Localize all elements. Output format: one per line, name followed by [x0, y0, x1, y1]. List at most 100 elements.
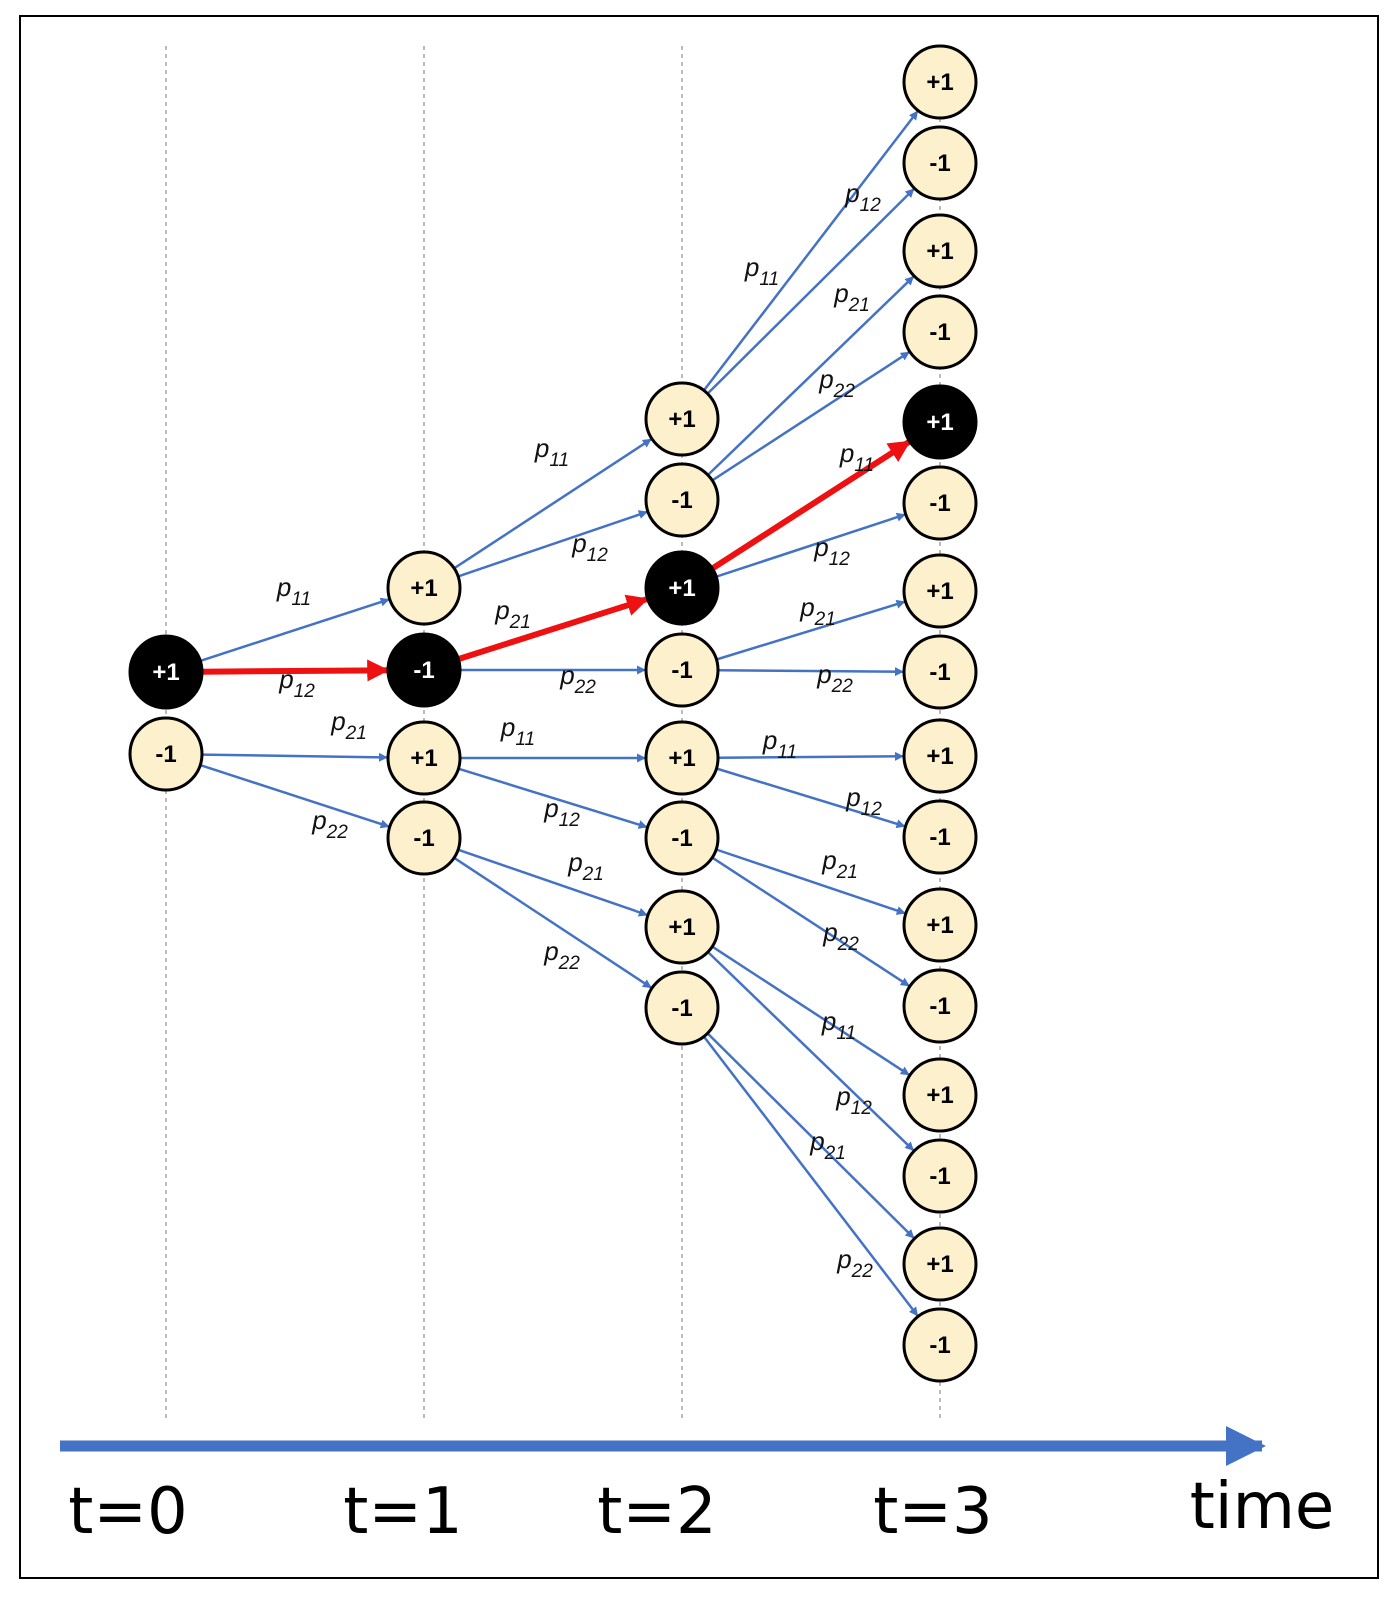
state-nodes: +1 -1 +1 -1 +1 -1 +1 -1 +1 -1 +1 -1 +1 -1 +1 -1 +1 -1 +1 -1…: [130, 46, 976, 1381]
probability-label-p12: p12: [835, 1081, 872, 1119]
state-node-t3_j: -1: [904, 801, 976, 873]
state-value: +1: [926, 912, 953, 939]
transition-edge-t2_a-t3_b: [708, 189, 914, 394]
probability-label-p22: p22: [816, 659, 853, 697]
state-value: +1: [926, 578, 953, 605]
state-value: -1: [929, 1332, 950, 1359]
probability-label-p22: p22: [822, 917, 859, 955]
probability-label-p12: p12: [571, 528, 608, 566]
diagram-frame: [20, 16, 1378, 1578]
probability-label-p11: p11: [534, 433, 569, 471]
state-node-highlighted-t0_a: +1: [130, 636, 202, 708]
state-node-t3_n: -1: [904, 1140, 976, 1212]
transition-edge-t2_d-t3_h: [718, 670, 903, 671]
state-value: +1: [668, 745, 695, 772]
probability-label-p21: p21: [494, 595, 531, 633]
state-node-t0_b: -1: [130, 718, 202, 790]
transition-edge-t2_h-t3_p: [704, 1037, 918, 1316]
probability-label-p11: p11: [839, 438, 874, 476]
state-value: +1: [926, 743, 953, 770]
probability-label-p11: p11: [821, 1006, 856, 1044]
state-value: -1: [929, 993, 950, 1020]
state-value: -1: [929, 319, 950, 346]
state-value: +1: [410, 745, 437, 772]
state-value: -1: [929, 490, 950, 517]
state-value: -1: [671, 825, 692, 852]
probability-label-p21: p21: [833, 278, 870, 316]
state-value: +1: [410, 575, 437, 602]
state-node-t3_l: -1: [904, 970, 976, 1042]
state-node-t3_h: -1: [904, 636, 976, 708]
state-value: +1: [926, 1082, 953, 1109]
state-node-t3_c: +1: [904, 215, 976, 287]
state-value: -1: [929, 1163, 950, 1190]
state-node-t2_f: -1: [646, 802, 718, 874]
transition-edge-t1_d-t2_h: [454, 858, 651, 988]
state-node-t1_c: +1: [388, 722, 460, 794]
probability-label-p22: p22: [818, 364, 855, 402]
state-value: +1: [926, 1251, 953, 1278]
state-value: +1: [926, 69, 953, 96]
state-node-highlighted-t2_c: +1: [646, 552, 718, 624]
transition-edge-t2_g-t3_n: [708, 952, 914, 1150]
state-value: +1: [668, 406, 695, 433]
state-value: -1: [413, 825, 434, 852]
probability-label-p21: p21: [821, 845, 858, 883]
state-value: +1: [152, 659, 179, 686]
state-node-t3_a: +1: [904, 46, 976, 118]
highlighted-transition-edge-t0_a-t1_b: [202, 670, 387, 671]
state-node-t2_d: -1: [646, 634, 718, 706]
state-node-t3_g: +1: [904, 555, 976, 627]
state-node-t2_b: -1: [646, 464, 718, 536]
state-node-t3_k: +1: [904, 889, 976, 961]
probability-label-p22: p22: [543, 936, 580, 974]
state-value: -1: [155, 741, 176, 768]
state-value: -1: [671, 657, 692, 684]
probability-label-p11: p11: [500, 712, 535, 750]
state-node-t2_g: +1: [646, 891, 718, 963]
state-node-highlighted-t3_e: +1: [904, 386, 976, 458]
highlighted-transition-edge-t1_b-t2_c: [458, 599, 646, 659]
probability-label-p11: p11: [744, 252, 779, 290]
state-value: -1: [929, 659, 950, 686]
state-node-t3_o: +1: [904, 1228, 976, 1300]
state-node-t1_d: -1: [388, 802, 460, 874]
state-node-t3_d: -1: [904, 296, 976, 368]
state-node-t3_m: +1: [904, 1059, 976, 1131]
state-node-t3_b: -1: [904, 127, 976, 199]
transition-edge-t2_a-t3_a: [704, 111, 918, 390]
probability-label-p22: p22: [559, 660, 596, 698]
time-tick-t1: t=1: [343, 1475, 462, 1549]
state-node-t3_f: -1: [904, 467, 976, 539]
probability-label-p21: p21: [809, 1126, 846, 1164]
state-value: +1: [668, 575, 695, 602]
transition-edge-t2_b-t3_c: [708, 277, 914, 475]
probability-label-p21: p21: [567, 847, 604, 885]
transition-edge-t2_e-t3_i: [718, 756, 903, 757]
transition-edge-t2_f-t3_k: [716, 850, 905, 914]
state-node-t2_a: +1: [646, 383, 718, 455]
state-value: -1: [413, 657, 434, 684]
transition-edge-t1_a-t2_b: [458, 512, 647, 577]
state-node-highlighted-t1_b: -1: [388, 634, 460, 706]
probability-label-p21: p21: [330, 706, 367, 744]
transition-edge-t0_b-t1_d: [200, 765, 389, 826]
state-node-t3_i: +1: [904, 720, 976, 792]
state-value: -1: [671, 995, 692, 1022]
state-value: -1: [929, 150, 950, 177]
transition-edge-t0_b-t1_c: [202, 755, 387, 758]
state-value: -1: [671, 487, 692, 514]
state-node-t3_p: -1: [904, 1309, 976, 1381]
time-axis-label: time: [1190, 1470, 1335, 1544]
transition-edge-t1_d-t2_g: [458, 850, 647, 915]
probability-label-p12: p12: [543, 793, 580, 831]
probability-label-p21: p21: [799, 592, 836, 630]
state-value: +1: [926, 238, 953, 265]
state-value: +1: [926, 409, 953, 436]
time-tick-t0: t=0: [68, 1475, 187, 1549]
probability-label-p12: p12: [845, 782, 882, 820]
time-tick-t2: t=2: [597, 1475, 716, 1549]
state-node-t2_e: +1: [646, 722, 718, 794]
time-tick-t3: t=3: [873, 1475, 992, 1549]
